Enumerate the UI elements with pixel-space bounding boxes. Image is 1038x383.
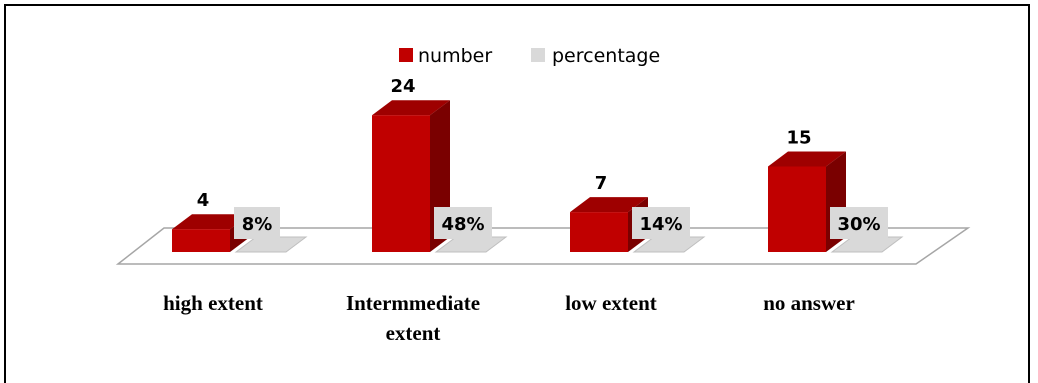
legend-swatch-number	[399, 48, 413, 62]
percentage-bar	[234, 236, 308, 253]
category-label: high extent	[163, 291, 263, 315]
number-data-label: 24	[390, 76, 415, 97]
category-label: low extent	[565, 291, 657, 315]
category-label-line: low extent	[565, 291, 657, 315]
chart-frame	[4, 4, 1030, 383]
category-label-line: extent	[386, 321, 441, 345]
number-data-label: 7	[595, 173, 608, 194]
percentage-data-label: 14%	[639, 214, 682, 235]
category-label-line: Intermmediate	[346, 291, 480, 315]
legend-label-number: number	[418, 45, 492, 67]
percentage-label-box	[434, 207, 492, 239]
category-label: no answer	[763, 291, 855, 315]
number-bar	[372, 115, 430, 252]
number-bar-top	[372, 100, 450, 116]
legend-label-percentage: percentage	[552, 45, 660, 67]
percentage-data-label: 8%	[242, 214, 273, 235]
number-bar-top	[570, 197, 648, 213]
category-label-line: high extent	[163, 291, 263, 315]
percentage-label-box	[234, 207, 280, 239]
number-data-label: 15	[786, 128, 811, 149]
percentage-data-label: 48%	[441, 214, 484, 235]
percentage-bar	[830, 236, 904, 253]
percentage-bar	[632, 236, 706, 253]
number-bar	[570, 212, 628, 252]
legend-swatch-percentage	[531, 48, 545, 62]
percentage-label-box	[830, 207, 888, 239]
percentage-bar	[434, 236, 508, 253]
number-bar	[768, 166, 826, 252]
legend: number percentage	[399, 45, 660, 67]
number-bar-top	[768, 151, 846, 167]
number-data-label: 4	[197, 190, 210, 211]
percentage-data-label: 30%	[837, 214, 880, 235]
chart-floor	[115, 227, 971, 265]
number-bar	[172, 229, 230, 252]
category-label-line: no answer	[763, 291, 855, 315]
percentage-label-box	[632, 207, 690, 239]
category-label: Intermmediate extent	[346, 291, 480, 345]
number-bar-top	[172, 214, 250, 230]
